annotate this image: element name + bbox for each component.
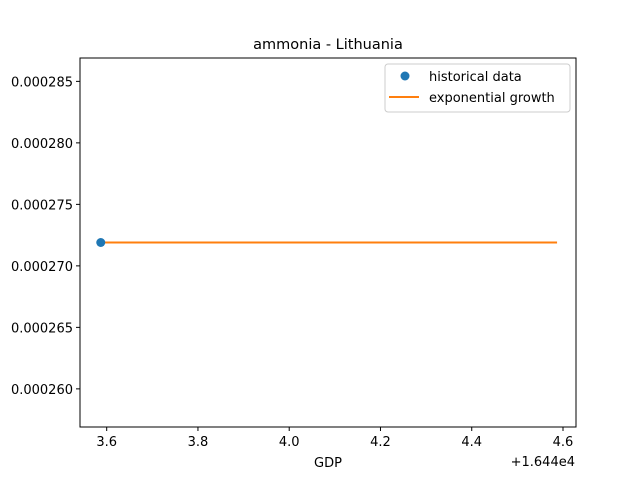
x-tick-label: 4.6 xyxy=(553,435,574,450)
y-tick-label: 0.000265 xyxy=(11,321,73,336)
y-axis: 0.000260 0.000265 0.000270 0.000275 0.000280… xyxy=(11,75,80,398)
y-tick-label: 0.000260 xyxy=(11,383,73,398)
x-tick-label: 3.8 xyxy=(188,435,209,450)
legend: historical data exponential growth xyxy=(384,63,571,113)
plot-marks xyxy=(96,238,558,247)
plot-frame xyxy=(79,57,577,428)
x-tick-label: 4.4 xyxy=(461,435,482,450)
chart-title: ammonia - Lithuania xyxy=(253,37,403,53)
x-axis-offset-label: +1.644e4 xyxy=(511,455,575,470)
x-tick-label: 4.2 xyxy=(370,435,391,450)
legend-label-historical-data: historical data xyxy=(429,70,522,85)
x-tick-label: 3.6 xyxy=(96,435,117,450)
y-tick-label: 0.000270 xyxy=(11,260,73,275)
y-tick-label: 0.000275 xyxy=(11,198,73,213)
legend-marker-historical-data xyxy=(400,71,410,81)
data-point-historical-data xyxy=(96,238,106,247)
legend-box xyxy=(384,63,571,113)
y-tick-label: 0.000285 xyxy=(11,75,73,90)
x-axis-label: GDP xyxy=(314,456,342,471)
y-tick-label: 0.000280 xyxy=(11,137,73,152)
x-axis: 3.6 3.8 4.0 4.2 4.4 4.6 xyxy=(96,427,573,450)
legend-label-exponential-growth: exponential growth xyxy=(429,91,555,106)
x-tick-label: 4.0 xyxy=(279,435,300,450)
